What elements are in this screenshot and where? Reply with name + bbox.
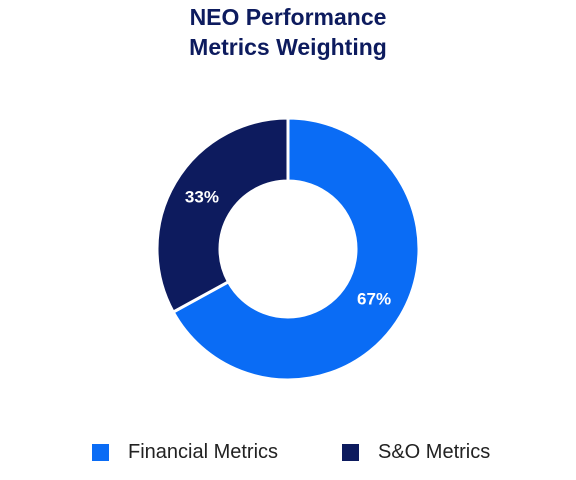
chart-title-line-1: NEO Performance [189, 4, 387, 30]
legend-item-financial-metrics: Financial Metrics [92, 436, 278, 468]
donut-slice-s-o-metrics [155, 116, 290, 315]
data-label-financial-metrics: 67% [357, 289, 391, 308]
legend-swatch-financial-metrics [92, 443, 109, 461]
donut-chart: 67% 33% [155, 116, 421, 382]
legend-label-financial-metrics: Financial Metrics [128, 440, 279, 463]
data-label-s-o-metrics: 33% [185, 188, 219, 207]
legend-label-so-metrics: S&O Metrics [378, 440, 491, 463]
chart-title-line-2: Metrics Weighting [189, 34, 387, 60]
chart-title: NEO Performance Metrics Weighting [0, 2, 576, 62]
legend-item-so-metrics: S&O Metrics [342, 436, 490, 468]
legend: Financial Metrics S&O Metrics [0, 436, 576, 468]
legend-swatch-so-metrics [342, 443, 359, 461]
donut-slice-financial-metrics [171, 116, 421, 382]
